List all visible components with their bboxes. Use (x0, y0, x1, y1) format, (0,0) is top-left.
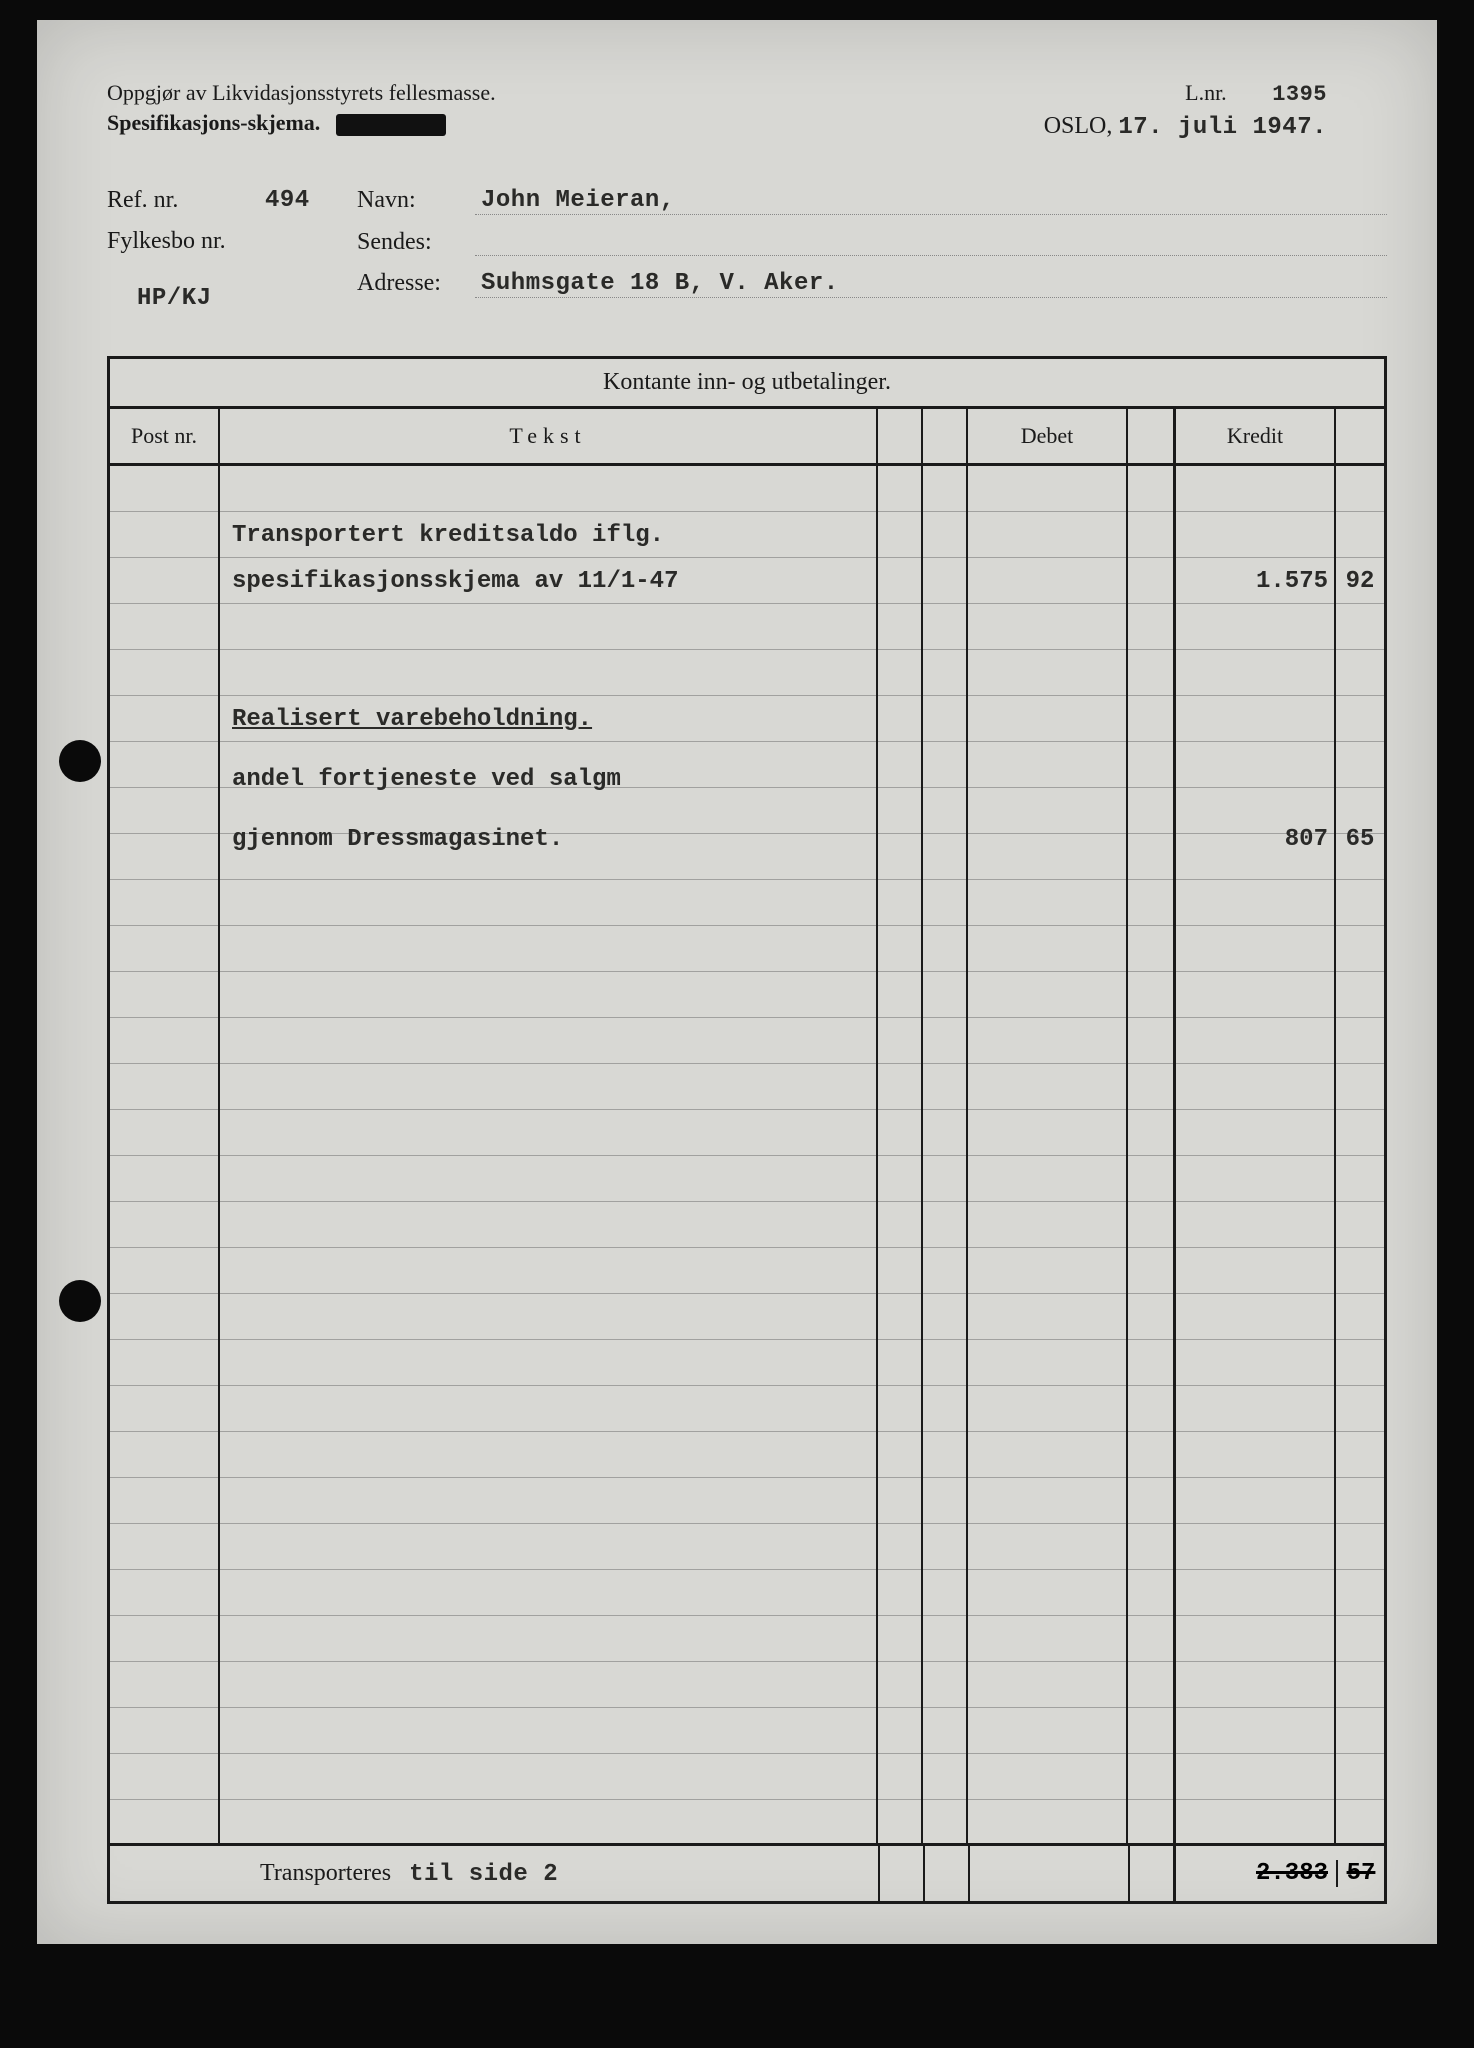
entry-kredit-dec: 92 (1336, 568, 1384, 595)
transporteres-text: til side 2 (409, 1861, 558, 1888)
col-kredit-dec (1336, 409, 1384, 463)
form-header: Oppgjør av Likvidasjonsstyrets fellesmas… (107, 80, 1387, 326)
col-sub1 (878, 409, 923, 463)
lnr-value: 1395 (1272, 82, 1327, 107)
ref-value: 494 (265, 187, 310, 214)
col-post: Post nr. (110, 409, 220, 463)
clerk-initials: HP/KJ (137, 285, 212, 312)
redaction-mark (336, 114, 446, 136)
entry-text: andel fortjeneste ved salgm (220, 766, 878, 793)
footer-kredit-dec: 57 (1347, 1860, 1376, 1887)
adresse-value: Suhmsgate 18 B, V. Aker. (475, 270, 1387, 298)
header-line1: Oppgjør av Likvidasjonsstyrets fellesmas… (107, 80, 811, 106)
footer-kredit: 2.383 (1256, 1860, 1328, 1887)
document-page: Oppgjør av Likvidasjonsstyrets fellesmas… (37, 20, 1437, 1944)
entry-kredit-dec: 65 (1336, 826, 1384, 853)
ledger-entry: Transportert kreditsaldo iflg. (110, 512, 1384, 558)
lnr-label: L.nr. (1185, 80, 1227, 105)
ledger-entry: Realisert varebeholdning. (110, 696, 1384, 742)
entry-text: spesifikasjonsskjema av 11/1-47 (220, 568, 878, 595)
adresse-label: Adresse: (357, 270, 457, 298)
ledger-entry: spesifikasjonsskjema av 11/1-47 1.57592 (110, 558, 1384, 604)
entry-kredit: 807 (1176, 826, 1336, 853)
sendes-label: Sendes: (357, 229, 457, 256)
col-sub2 (923, 409, 968, 463)
col-debet-dec (1128, 409, 1176, 463)
ledger-entry: andel fortjeneste ved salgm (110, 756, 1384, 802)
col-debet: Debet (968, 409, 1128, 463)
entry-text: gjennom Dressmagasinet. (220, 826, 878, 853)
ref-label: Ref. nr. (107, 187, 247, 214)
ledger-header-row: Post nr. Tekst Debet Kredit (110, 409, 1384, 466)
navn-label: Navn: (357, 187, 457, 215)
entry-kredit: 1.575 (1176, 568, 1336, 595)
navn-value: John Meieran, (475, 187, 1387, 215)
fylkesbo-label: Fylkesbo nr. (107, 228, 247, 255)
ledger-body: Transportert kreditsaldo iflg. spesifikas… (110, 466, 1384, 1846)
ledger-entry: gjennom Dressmagasinet. 80765 (110, 816, 1384, 862)
transporteres-label: Transporteres (260, 1860, 391, 1886)
sendes-value (475, 229, 1387, 256)
col-tekst: Tekst (220, 409, 878, 463)
ledger-table: Kontante inn- og utbetalinger. Post nr. … (107, 356, 1387, 1846)
ledger-footer: Transporteres til side 2 2.383 57 (107, 1846, 1387, 1904)
date-value: 17. juli 1947. (1118, 114, 1327, 141)
entry-text: Realisert varebeholdning. (220, 706, 878, 733)
punch-hole (59, 740, 101, 782)
ledger-title: Kontante inn- og utbetalinger. (110, 359, 1384, 409)
punch-hole (59, 1280, 101, 1322)
col-kredit: Kredit (1176, 409, 1336, 463)
city-label: OSLO, (1044, 113, 1113, 139)
entry-text: Transportert kreditsaldo iflg. (220, 522, 878, 549)
header-line2: Spesifikasjons-skjema. (107, 110, 320, 135)
